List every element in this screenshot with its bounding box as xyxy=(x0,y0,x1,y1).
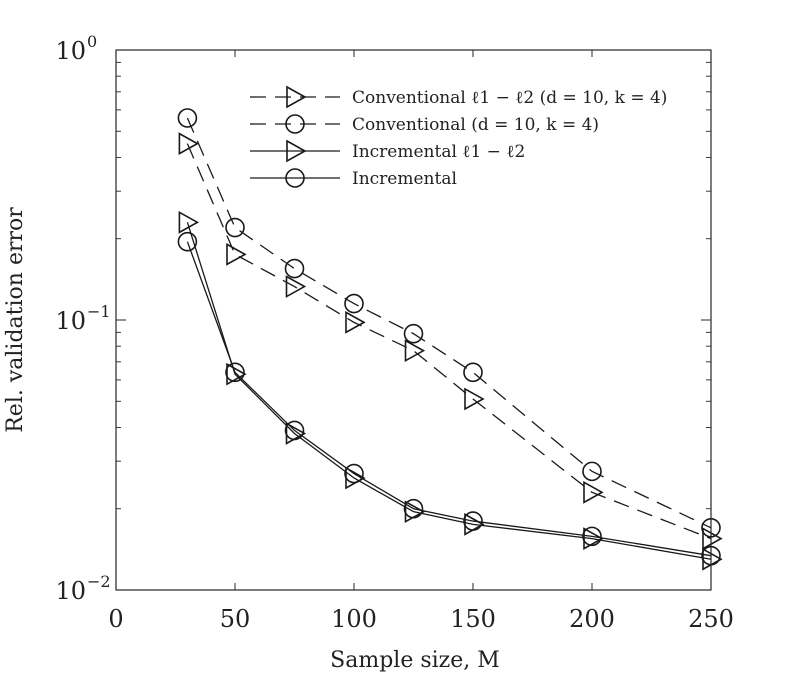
data-point-circle xyxy=(344,293,364,314)
y-tick-label-base: 10 xyxy=(55,577,86,605)
series-1 xyxy=(178,132,723,550)
data-point-circle xyxy=(177,108,198,128)
legend-marker xyxy=(286,85,307,109)
legend-entry: Incremental xyxy=(250,168,457,189)
data-point-circle xyxy=(463,362,483,383)
series-4 xyxy=(177,231,721,566)
data-point-triangle xyxy=(404,339,426,363)
legend-entry: Incremental ℓ1 − ℓ2 xyxy=(250,139,525,163)
data-point-triangle xyxy=(345,311,366,334)
legend-entry: Conventional ℓ1 − ℓ2 (d = 10, k = 4) xyxy=(250,85,667,109)
y-axis-label: Rel. validation error xyxy=(3,207,28,433)
data-point-triangle xyxy=(702,527,723,550)
legend: Conventional ℓ1 − ℓ2 (d = 10, k = 4) Conv… xyxy=(244,80,704,198)
data-point-triangle xyxy=(583,480,604,504)
data-point-circle xyxy=(177,231,198,252)
series-line xyxy=(186,117,712,529)
x-tick-label: 100 xyxy=(331,605,377,633)
legend-marker xyxy=(285,114,305,134)
x-tick-label: 250 xyxy=(688,605,734,633)
x-tick-label: 0 xyxy=(108,605,123,633)
data-point-circle xyxy=(582,526,602,547)
data-point-triangle xyxy=(226,362,247,386)
legend-marker xyxy=(285,168,305,188)
x-tick-label: 200 xyxy=(569,605,615,633)
y-tick-label-exponent: −2 xyxy=(87,572,111,591)
data-point-triangle xyxy=(178,210,200,234)
data-point-circle xyxy=(284,420,305,441)
data-point-circle xyxy=(403,498,424,519)
series-line xyxy=(186,143,712,540)
data-point-triangle xyxy=(464,387,485,411)
data-point-circle xyxy=(344,463,364,484)
series-line xyxy=(186,241,712,557)
data-point-circle xyxy=(284,258,305,279)
y-tick-label-base: 10 xyxy=(55,37,86,65)
y-tick-label: 10 −1 xyxy=(55,302,110,335)
data-point-circle xyxy=(403,323,424,344)
legend-entry: Conventional (d = 10, k = 4) xyxy=(250,114,599,135)
data-point-triangle xyxy=(226,243,247,266)
legend-label: Conventional ℓ1 − ℓ2 (d = 10, k = 4) xyxy=(352,88,667,108)
legend-label: Incremental xyxy=(352,169,457,189)
x-tick-label: 50 xyxy=(220,605,251,633)
legend-label: Incremental ℓ1 − ℓ2 xyxy=(352,142,525,162)
y-tick-label: 10 −2 xyxy=(55,572,110,605)
legend-label: Conventional (d = 10, k = 4) xyxy=(352,115,599,135)
data-point-triangle xyxy=(285,275,307,298)
data-point-circle xyxy=(225,362,245,383)
series-line xyxy=(186,222,712,560)
data-point-circle xyxy=(463,511,483,531)
data-point-triangle xyxy=(178,132,200,155)
x-axis-label: Sample size, M xyxy=(330,648,500,673)
y-tick-label-base: 10 xyxy=(55,307,86,335)
y-tick-label: 10 0 xyxy=(55,32,97,65)
data-point-circle xyxy=(225,217,245,238)
x-tick-label: 150 xyxy=(450,605,496,633)
y-tick-label-exponent: −1 xyxy=(87,302,111,321)
legend-marker xyxy=(286,139,307,163)
y-tick-label-exponent: 0 xyxy=(87,32,97,51)
data-point-circle xyxy=(582,461,602,482)
